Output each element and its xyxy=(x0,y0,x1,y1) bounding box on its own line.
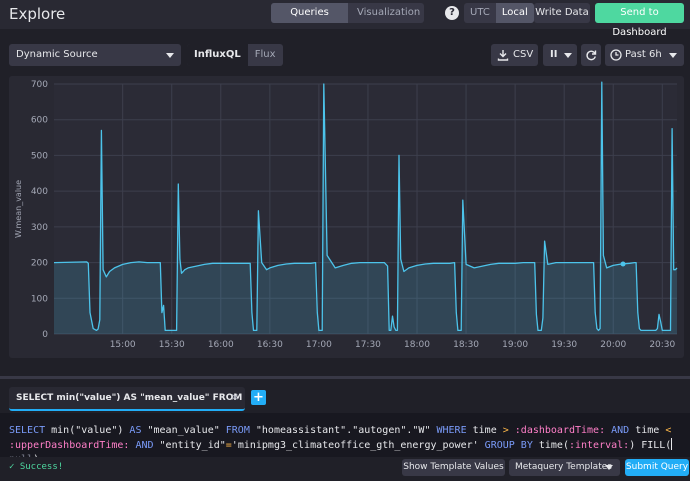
code-token: 'minipmg3_climateoffice_gth_energy_power… xyxy=(231,440,485,451)
tab-flux[interactable]: Flux xyxy=(254,49,276,60)
query-tab-label: SELECT min("value") AS "mean_value" FROM… xyxy=(16,393,245,403)
code-token: :interval: xyxy=(568,440,630,451)
y-tick-label: 400 xyxy=(31,187,48,197)
chevron-down-icon xyxy=(669,53,677,58)
series-area xyxy=(54,82,677,334)
code-token: GROUP BY xyxy=(484,440,533,451)
code-token: > xyxy=(502,425,509,436)
source-dropdown[interactable]: Dynamic Source xyxy=(9,44,181,66)
code-token: AND xyxy=(605,425,636,436)
x-tick-label: 19:30 xyxy=(551,340,577,350)
refresh-icon xyxy=(586,50,597,61)
x-tick-label: 17:00 xyxy=(306,340,332,350)
x-tick-label: 16:30 xyxy=(257,340,283,350)
code-token: "entity_id" xyxy=(159,440,226,451)
tab-queries[interactable]: Queries xyxy=(271,3,348,23)
x-tick-label: 16:00 xyxy=(208,340,234,350)
text-cursor xyxy=(671,438,673,450)
view-toggle: Queries Visualization xyxy=(271,3,424,23)
code-token: < xyxy=(665,425,672,436)
code-token: time( xyxy=(532,440,569,451)
chevron-down-icon xyxy=(166,53,174,58)
submit-query-button[interactable]: Submit Query xyxy=(625,459,689,476)
metaquery-templates-dropdown[interactable]: Metaquery Templates xyxy=(509,459,620,476)
code-token: time xyxy=(635,425,666,436)
clock-icon xyxy=(610,49,622,61)
x-tick-label: 15:30 xyxy=(159,340,185,350)
page-title: Explore xyxy=(9,5,66,23)
close-icon[interactable]: × xyxy=(230,392,239,403)
code-token: = xyxy=(225,440,232,451)
pause-icon: II xyxy=(550,49,558,60)
graph-panel: 0 100 200 300 400 500 600 700 15:00 15:30 16:00 16:… xyxy=(9,76,684,358)
y-tick-label: 600 xyxy=(31,116,48,126)
pause-button[interactable]: II xyxy=(543,44,577,66)
code-token: AND xyxy=(129,440,160,451)
csv-label: CSV xyxy=(513,49,534,60)
source-dropdown-label: Dynamic Source xyxy=(16,49,98,60)
write-data-button[interactable]: Write Data xyxy=(534,3,590,23)
help-icon[interactable]: ? xyxy=(445,6,459,20)
code-token: WHERE xyxy=(436,425,467,436)
x-tick-label: 15:00 xyxy=(110,340,136,350)
y-axis-label: W.mean_value xyxy=(14,180,23,238)
code-token: FROM xyxy=(225,425,250,436)
plot-area xyxy=(54,84,677,334)
y-tick-label: 700 xyxy=(31,80,48,90)
success-status: ✓ Success! xyxy=(9,462,64,472)
query-tab[interactable]: SELECT min("value") AS "mean_value" FROM… xyxy=(9,387,245,411)
add-query-button[interactable]: + xyxy=(251,390,266,405)
code-token: time xyxy=(466,425,503,436)
chevron-down-icon xyxy=(605,465,613,470)
x-tick-label: 20:30 xyxy=(649,340,675,350)
x-tick-label: 17:30 xyxy=(355,340,381,350)
send-to-dashboard-button[interactable]: Send to Dashboard xyxy=(595,3,684,38)
code-token: SELECT xyxy=(9,425,46,436)
time-range-dropdown[interactable]: Past 6h xyxy=(605,44,684,66)
resize-divider[interactable] xyxy=(0,376,690,379)
code-token: ) FILL( xyxy=(629,440,672,451)
y-tick-label: 500 xyxy=(31,151,48,161)
x-tick-label: 19:00 xyxy=(502,340,528,350)
time-range-label: Past 6h xyxy=(625,49,662,60)
x-tick-label: 20:00 xyxy=(600,340,626,350)
y-tick-label: 0 xyxy=(42,330,48,340)
code-token: AS xyxy=(129,425,142,436)
refresh-button[interactable] xyxy=(581,44,601,66)
code-token: "homeassistant"."autogen"."W" xyxy=(249,425,437,436)
tz-local[interactable]: Local xyxy=(495,3,534,23)
chevron-down-icon xyxy=(564,53,572,58)
top-bar: Explore Queries Visualization ? UTC Loca… xyxy=(0,0,690,38)
download-icon xyxy=(497,50,509,61)
code-token: "mean_value" xyxy=(141,425,226,436)
y-tick-label: 100 xyxy=(31,294,48,304)
x-tick-label: 18:00 xyxy=(404,340,430,350)
csv-button[interactable]: CSV xyxy=(491,44,538,66)
timezone-toggle: UTC Local xyxy=(464,3,534,23)
x-tick-label: 18:30 xyxy=(453,340,479,350)
series-line xyxy=(53,81,678,332)
query-language-toggle: InfluxQL Flux xyxy=(187,44,283,66)
tab-influxql[interactable]: InfluxQL xyxy=(187,44,248,66)
y-tick-label: 300 xyxy=(31,223,48,233)
tab-visualization[interactable]: Visualization xyxy=(357,7,421,18)
show-template-values-button[interactable]: Show Template Values xyxy=(402,459,505,476)
y-tick-label: 200 xyxy=(31,259,48,269)
code-token: :upperDashboardTime: xyxy=(9,425,678,451)
line-chart[interactable]: 0 100 200 300 400 500 600 700 15:00 15:30 16:00 16:… xyxy=(9,76,684,358)
metaquery-templates-label: Metaquery Templates xyxy=(515,462,612,472)
code-token: min("value") xyxy=(45,425,130,436)
hover-point xyxy=(620,261,626,267)
tz-utc[interactable]: UTC xyxy=(470,7,490,18)
code-token: :dashboardTime: xyxy=(508,425,606,436)
